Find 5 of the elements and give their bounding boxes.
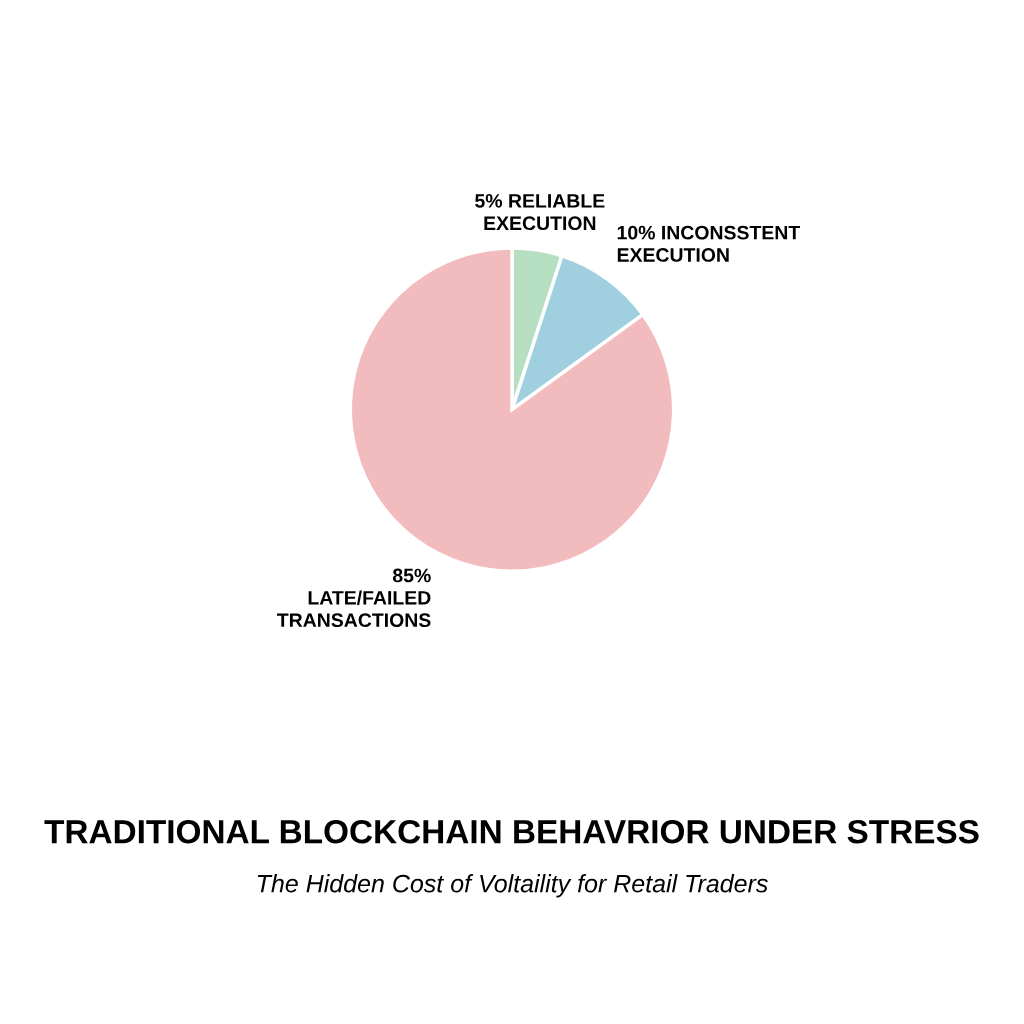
text: The Hidden Cost of Voltaility for Retail Traders (257, 874, 768, 898)
slice-label: 85% LATE/FAILED TRANSACTIONS (277, 568, 431, 628)
text: TRADITIONAL BLOCKCHAIN BEHAVRIOR UNDER STRESS (44, 819, 979, 844)
slice-label: 5% RELIABLE EXECUTION (475, 194, 605, 231)
slice-label: 10% INCONSSTENT EXECUTION (617, 225, 801, 262)
